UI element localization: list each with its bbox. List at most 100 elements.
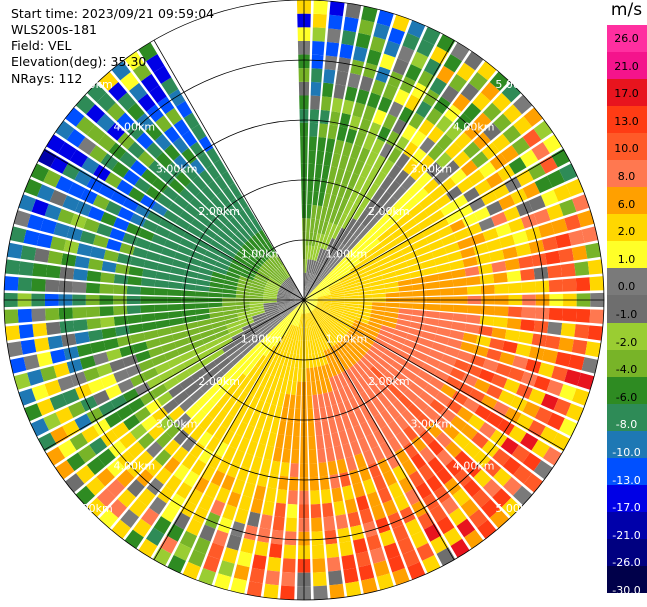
range-gate xyxy=(482,478,502,498)
range-gate xyxy=(293,291,304,300)
range-gate xyxy=(565,403,584,422)
range-gate xyxy=(311,531,324,546)
range-gate xyxy=(265,389,275,404)
range-gate xyxy=(170,266,186,276)
range-gate xyxy=(290,296,304,300)
range-gate xyxy=(223,445,237,462)
range-gate xyxy=(391,334,406,345)
range-gate xyxy=(353,160,365,176)
range-gate xyxy=(460,159,478,177)
range-gate xyxy=(152,547,172,566)
range-gate xyxy=(43,412,62,431)
range-gate xyxy=(439,312,454,321)
range-gate xyxy=(255,272,269,282)
range-gate xyxy=(175,171,192,188)
range-gate xyxy=(358,294,373,299)
field-label: Field: VEL xyxy=(11,38,72,53)
range-gate xyxy=(479,274,495,285)
range-gate xyxy=(341,250,354,263)
range-gate xyxy=(306,273,311,287)
range-gate xyxy=(325,41,340,57)
range-gate xyxy=(238,341,252,353)
range-gate xyxy=(358,301,373,306)
range-gate xyxy=(421,363,437,376)
range-gate xyxy=(323,193,331,208)
range-gate xyxy=(341,277,355,286)
range-gate xyxy=(422,555,441,574)
range-gate xyxy=(195,394,210,409)
range-gate xyxy=(409,231,425,244)
range-gate xyxy=(440,383,457,398)
colorbar-tick-label: 10.0 xyxy=(614,142,639,156)
range-gate xyxy=(192,506,209,524)
range-gate xyxy=(358,338,372,349)
range-gate xyxy=(308,150,316,165)
range-gate xyxy=(309,476,320,491)
range-gate xyxy=(288,366,295,381)
range-gate xyxy=(417,217,433,231)
range-gate xyxy=(331,300,345,304)
range-gate xyxy=(365,216,379,231)
range-gate xyxy=(167,356,183,369)
range-gate xyxy=(359,390,372,406)
range-gate xyxy=(377,357,391,371)
range-gate xyxy=(315,380,323,395)
range-gate xyxy=(491,327,507,339)
range-gate xyxy=(336,126,348,142)
range-gate xyxy=(175,217,191,231)
range-gate xyxy=(341,414,353,430)
range-gate xyxy=(248,397,259,412)
range-gate xyxy=(259,514,273,530)
range-gate xyxy=(136,450,154,468)
range-gate xyxy=(269,256,280,269)
range-gate xyxy=(304,295,317,300)
range-gate xyxy=(467,305,482,315)
range-gate xyxy=(379,211,393,225)
range-gate xyxy=(312,325,319,339)
range-gate xyxy=(365,198,378,213)
range-gate xyxy=(332,360,342,375)
range-gate xyxy=(65,107,85,127)
range-gate xyxy=(83,218,100,233)
range-gate xyxy=(298,313,303,327)
range-gate xyxy=(558,337,574,353)
range-gate xyxy=(305,313,310,327)
range-gate xyxy=(392,118,408,136)
range-gate xyxy=(306,218,311,233)
range-gate xyxy=(75,94,96,115)
range-gate xyxy=(405,94,421,112)
range-gate xyxy=(324,334,335,347)
range-gate xyxy=(18,261,34,276)
range-gate xyxy=(227,324,242,334)
range-gate xyxy=(446,185,463,201)
range-gate xyxy=(551,365,568,382)
range-gate xyxy=(285,421,294,436)
range-gate xyxy=(405,63,422,82)
range-gate xyxy=(183,231,199,244)
range-gate xyxy=(79,230,96,245)
range-gate xyxy=(353,319,368,328)
range-gate xyxy=(312,278,322,290)
range-gate xyxy=(562,278,577,292)
range-gate xyxy=(512,94,533,115)
range-gate xyxy=(211,271,226,280)
range-gate xyxy=(267,556,282,572)
range-gate xyxy=(367,462,382,479)
range-gate xyxy=(358,437,371,453)
range-gate xyxy=(173,119,190,137)
range-gate xyxy=(50,426,69,445)
range-gate xyxy=(397,279,412,287)
range-gate xyxy=(369,242,384,255)
range-gate xyxy=(126,305,141,315)
range-gate xyxy=(307,163,315,178)
range-gate xyxy=(239,275,253,284)
range-gate xyxy=(181,303,196,310)
range-gate xyxy=(401,409,416,425)
range-gate xyxy=(399,76,416,94)
range-gate xyxy=(387,436,402,453)
range-gate xyxy=(379,375,393,389)
range-gate xyxy=(45,321,61,336)
colorbar-tick-label: 2.0 xyxy=(617,225,636,239)
range-gate xyxy=(493,113,512,132)
range-label: 3.00km xyxy=(156,417,198,430)
